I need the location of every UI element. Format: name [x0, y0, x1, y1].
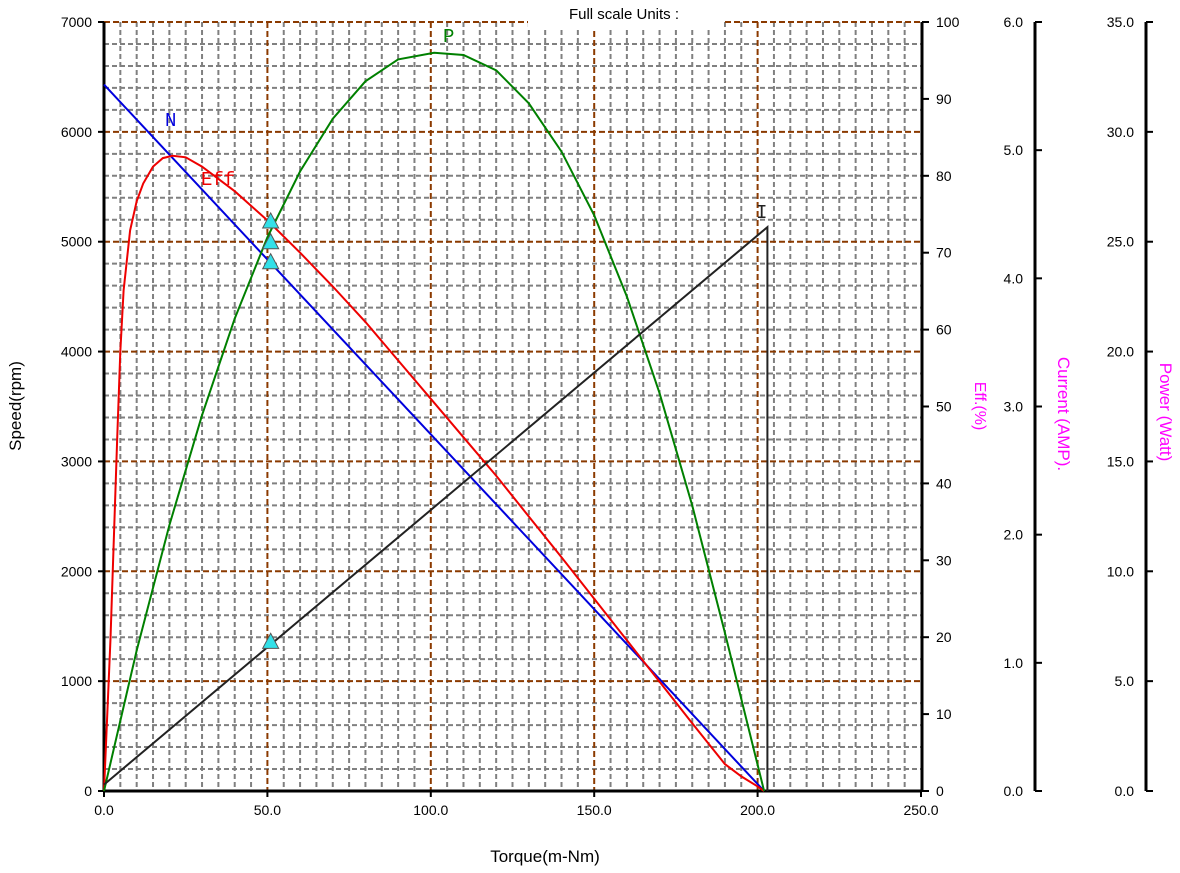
power-tick-label: 0.0	[1115, 783, 1135, 799]
curve-label-eff: Eff	[201, 169, 235, 191]
power-tick-label: 30.0	[1107, 124, 1134, 140]
operating-point-marker	[261, 211, 280, 229]
eff-tick-label: 0	[936, 783, 944, 799]
power-tick-label: 10.0	[1107, 563, 1134, 579]
current-tick-label: 3.0	[1004, 399, 1024, 415]
curve-label-p: P	[443, 26, 454, 48]
power-tick-label: 25.0	[1107, 234, 1134, 250]
chart-header: Full scale Units :	[569, 6, 679, 23]
speed-tick-label: 2000	[61, 563, 92, 579]
eff-tick-label: 80	[936, 168, 952, 184]
y-axes: 0 1000 2000 3000 4000 5000 6000 7000 0 10 20 30 40 50…	[61, 14, 1153, 799]
power-axis-label: Power (Watt)	[1156, 363, 1175, 462]
operating-point-marker	[261, 252, 280, 270]
current-tick-label: 0.0	[1004, 783, 1024, 799]
speed-tick-label: 1000	[61, 673, 92, 689]
power-tick-label: 5.0	[1115, 673, 1135, 689]
curve-i	[103, 224, 769, 791]
eff-tick-label: 60	[936, 322, 952, 338]
curve-eff	[103, 154, 765, 792]
eff-axis-label: Eff.(%)	[971, 382, 988, 431]
x-axis-label: Torque(m-Nm)	[490, 847, 600, 866]
eff-tick-label: 70	[936, 245, 952, 261]
eff-tick-label: 20	[936, 629, 952, 645]
curve-p	[103, 51, 766, 792]
x-tick-label: 200.0	[740, 802, 775, 818]
eff-tick-label: 40	[936, 475, 952, 491]
current-tick-label: 1.0	[1004, 655, 1024, 671]
current-tick-label: 5.0	[1004, 142, 1024, 158]
eff-tick-label: 10	[936, 706, 952, 722]
grid	[104, 21, 921, 791]
x-tick-label: 100.0	[413, 802, 448, 818]
eff-tick-label: 100	[936, 14, 960, 30]
speed-tick-label: 3000	[61, 453, 92, 469]
speed-tick-label: 0	[84, 783, 92, 799]
eff-tick-label: 90	[936, 91, 952, 107]
x-tick-label: 50.0	[254, 802, 281, 818]
speed-axis-label: Speed(rpm)	[6, 361, 25, 451]
current-tick-label: 6.0	[1004, 14, 1024, 30]
x-axis-ticks: 0.0 50.0 100.0 150.0 200.0 250.0	[94, 791, 939, 818]
plot-frame	[102, 22, 921, 793]
eff-tick-label: 30	[936, 552, 952, 568]
current-tick-label: 2.0	[1004, 527, 1024, 543]
curve-label-n: N	[165, 110, 176, 132]
current-tick-label: 4.0	[1004, 270, 1024, 286]
current-axis-label: Current (AMP).	[1054, 357, 1073, 471]
speed-tick-label: 7000	[61, 14, 92, 30]
curves: N Eff P I	[103, 26, 769, 792]
speed-tick-label: 5000	[61, 234, 92, 250]
operating-point-marker	[261, 632, 280, 649]
markers	[261, 211, 280, 649]
x-tick-label: 250.0	[903, 802, 938, 818]
curve-label-i: I	[756, 202, 767, 224]
power-tick-label: 15.0	[1107, 453, 1134, 469]
header-box	[528, 0, 724, 28]
operating-point-marker	[261, 232, 280, 250]
x-tick-label: 150.0	[577, 802, 612, 818]
x-tick-label: 0.0	[94, 802, 114, 818]
power-tick-label: 35.0	[1107, 14, 1134, 30]
speed-tick-label: 4000	[61, 344, 92, 360]
eff-tick-label: 50	[936, 399, 952, 415]
power-tick-label: 20.0	[1107, 344, 1134, 360]
speed-tick-label: 6000	[61, 124, 92, 140]
